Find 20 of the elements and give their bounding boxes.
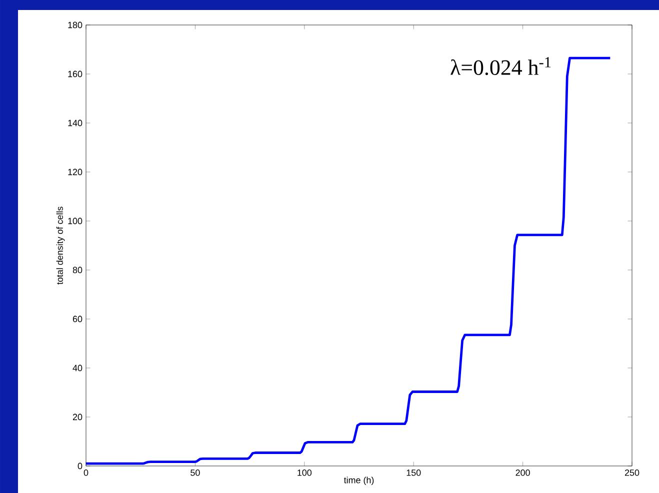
y-tick-label: 120 [68, 168, 82, 176]
y-tick-label: 140 [68, 120, 82, 126]
y-tick-label: 100 [68, 218, 82, 224]
x-tick-label: 100 [298, 470, 312, 476]
line-series [86, 56, 612, 465]
annotation: λ=0.024 h$^{-1}$ [450, 57, 551, 76]
y-tick-label: 40 [72, 364, 82, 372]
x-tick-label: 50 [190, 470, 200, 476]
x-tick-label: 150 [406, 470, 421, 476]
x-axis-title: time (h) [344, 476, 374, 486]
y-tick-label: 180 [68, 22, 82, 28]
y-axis-title: total density of cells [56, 206, 65, 284]
x-tick-label: 250 [624, 470, 640, 476]
y-tick-label: 60 [72, 316, 82, 322]
y-tick-label: 20 [72, 414, 82, 420]
x-tick-label: 200 [516, 470, 530, 476]
y-tick-label: 160 [68, 70, 82, 78]
y-tick-label: 80 [72, 266, 82, 274]
y-tick-label: 0 [78, 462, 82, 470]
x-tick-label: 0 [84, 470, 88, 476]
